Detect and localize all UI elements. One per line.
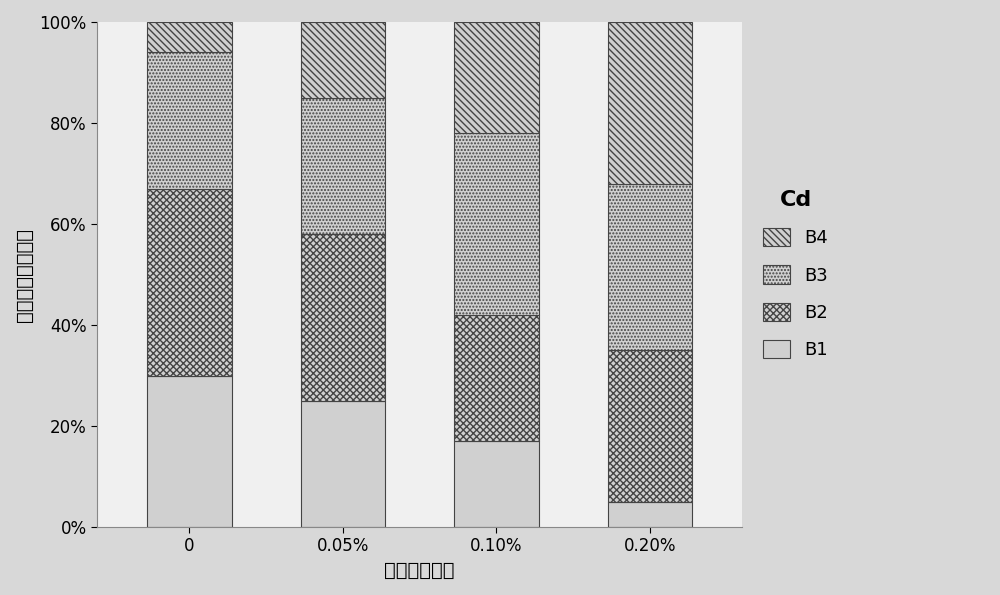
Bar bbox=[608, 22, 692, 184]
Bar bbox=[608, 350, 692, 502]
Bar bbox=[454, 315, 539, 441]
Bar bbox=[147, 22, 232, 52]
Bar bbox=[301, 234, 385, 401]
Bar bbox=[454, 22, 539, 133]
Bar bbox=[147, 52, 232, 189]
Bar bbox=[301, 401, 385, 527]
Y-axis label: 各形态相对百分比: 各形态相对百分比 bbox=[15, 227, 34, 321]
Bar bbox=[454, 133, 539, 315]
Bar bbox=[147, 375, 232, 527]
Bar bbox=[608, 184, 692, 350]
X-axis label: 调控剂添加量: 调控剂添加量 bbox=[384, 561, 455, 580]
Bar bbox=[301, 22, 385, 98]
Bar bbox=[301, 98, 385, 234]
Bar bbox=[608, 502, 692, 527]
Legend: B4, B3, B2, B1: B4, B3, B2, B1 bbox=[758, 184, 834, 365]
Bar bbox=[454, 441, 539, 527]
Bar bbox=[147, 189, 232, 375]
